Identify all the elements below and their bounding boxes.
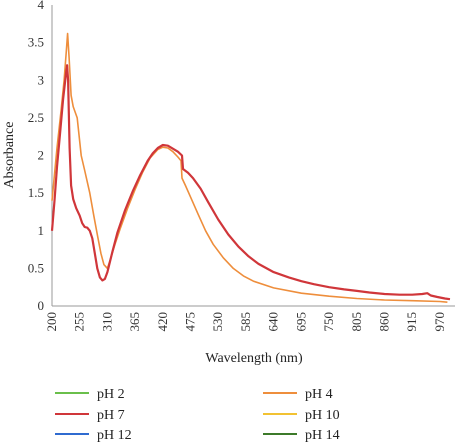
x-tick-label: 750 (321, 312, 336, 332)
x-tick-label: 365 (127, 312, 142, 332)
x-tick-label: 310 (99, 312, 114, 332)
legend-label: pH 2 (97, 387, 125, 402)
x-tick-label: 585 (238, 312, 253, 332)
x-tick-label: 805 (349, 312, 364, 332)
y-tick-label: 0.5 (28, 260, 44, 275)
legend-item-ph-4: pH 4 (263, 387, 333, 402)
legend-item-ph-7: pH 7 (55, 408, 125, 423)
x-tick-label: 970 (432, 312, 447, 332)
series-line-ph-7 (50, 64, 451, 301)
legend-label: pH 12 (97, 428, 132, 443)
legend-item-ph-10: pH 10 (263, 408, 340, 423)
legend-label: pH 7 (97, 408, 125, 423)
x-tick-label: 475 (183, 312, 198, 332)
x-tick-labels: 200 255 310 365 420 475 530 585 640 695 750 805 860 9… (44, 312, 447, 332)
y-tick-label: 2 (38, 148, 45, 163)
series-line-ph-4 (51, 32, 448, 303)
legend-item-ph-2: pH 2 (55, 387, 125, 402)
y-tick-label: 1.5 (28, 185, 44, 200)
legend-item-ph-14: pH 14 (263, 428, 340, 443)
plot-area: 200 255 310 365 420 475 530 585 640 695 750 805 860 9… (28, 0, 455, 332)
x-tick-label: 200 (44, 312, 59, 332)
x-tick-label: 915 (404, 312, 419, 332)
y-tick-label: 3 (38, 72, 45, 87)
y-tick-label: 3.5 (28, 35, 44, 50)
legend-item-ph-12: pH 12 (55, 428, 132, 443)
x-tick-label: 860 (376, 312, 391, 332)
x-tick-label: 530 (210, 312, 225, 332)
y-tick-label: 2.5 (28, 110, 44, 125)
y-tick-labels: 0 0.5 1 1.5 2 2.5 3 3.5 4 (28, 0, 45, 313)
y-tick-label: 0 (38, 298, 45, 313)
legend-label: pH 10 (305, 408, 340, 423)
x-tick-label: 640 (266, 312, 281, 332)
x-tick-label: 695 (293, 312, 308, 332)
x-tick-label: 255 (72, 312, 87, 332)
x-tick-label: 420 (155, 312, 170, 332)
legend-label: pH 14 (305, 428, 340, 443)
legend: pH 2 pH 4 pH 7 pH 10 pH 12 pH 14 (55, 387, 340, 443)
y-axis-title: Absorbance (2, 122, 17, 189)
y-tick-label: 1 (38, 223, 45, 238)
series-lines (50, 32, 451, 303)
y-tick-label: 4 (38, 0, 45, 12)
x-axis-title: Wavelength (nm) (205, 351, 303, 366)
legend-label: pH 4 (305, 387, 333, 402)
